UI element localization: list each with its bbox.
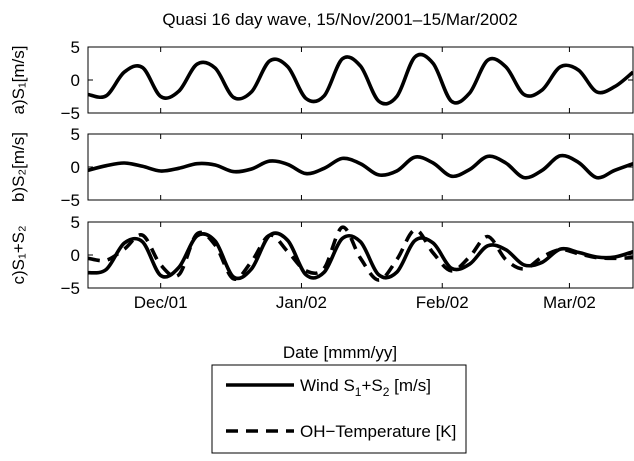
y-tick-label-a: −5 <box>61 104 80 123</box>
y-axis-label-b: b)S₂[m/s] <box>9 132 28 202</box>
legend-box <box>211 364 467 454</box>
legend-label-wind: Wind S1+S2 [m/s] <box>300 376 431 399</box>
x-tick-label: Dec/01 <box>134 293 188 312</box>
y-tick-label-b: −5 <box>61 191 80 210</box>
panel-c: 5 0 −5 Dec/01 Jan/02 Feb/02 Mar/02 c)S₁+S₂ <box>9 213 634 312</box>
series-line-c-1 <box>88 225 633 282</box>
x-axis-label: Date [mmm/yy] <box>283 343 397 362</box>
panel-frame-b <box>87 133 634 201</box>
y-tick-label-b: 5 <box>71 125 80 144</box>
chart-title: Quasi 16 day wave, 15/Nov/2001–15/Mar/20… <box>162 10 517 29</box>
y-axis-label-a: a)S₁[m/s] <box>9 45 28 114</box>
chart-panels: 5 0 −5 a)S₁[m/s] 5 0 −5 b)S₂[m/s] 5 0 −5 Dec/01 Jan/… <box>9 38 634 312</box>
y-tick-label-c: −5 <box>61 279 80 298</box>
x-tick-label: Jan/02 <box>276 293 327 312</box>
series-line-b-0 <box>88 153 633 180</box>
y-tick-label-a: 5 <box>71 38 80 57</box>
y-tick-label-c: 0 <box>71 246 80 265</box>
x-tick-label: Feb/02 <box>416 293 469 312</box>
legend-label-oh-temperature: OH−Temperature [K] <box>300 422 456 441</box>
panel-b: 5 0 −5 b)S₂[m/s] <box>9 125 634 210</box>
panel-lines-c <box>88 225 633 282</box>
y-axis-label-c: c)S₁+S₂ <box>9 225 28 284</box>
series-line-c-0 <box>88 231 633 281</box>
panel-a: 5 0 −5 a)S₁[m/s] <box>9 38 634 123</box>
y-tick-label-a: 0 <box>71 71 80 90</box>
y-tick-label-b: 0 <box>71 158 80 177</box>
panel-lines-b <box>88 153 633 180</box>
legend: Wind S1+S2 [m/s] OH−Temperature [K] <box>211 364 467 454</box>
x-tick-label: Mar/02 <box>543 293 596 312</box>
panel-frame-a <box>87 46 634 114</box>
y-tick-label-c: 5 <box>71 213 80 232</box>
panel-lines-a <box>88 52 633 106</box>
series-line-a-0 <box>88 52 633 106</box>
panel-frame-c <box>87 221 634 289</box>
